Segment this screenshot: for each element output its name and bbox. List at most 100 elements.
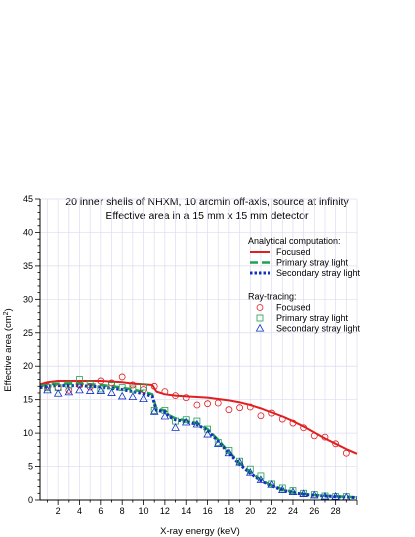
x-tick-label: 22 <box>267 506 277 516</box>
point-focused <box>332 440 340 448</box>
point-focused <box>97 377 105 385</box>
point-primary-stray-light <box>182 416 190 424</box>
y-axis-label: Effective area (cm2) <box>3 308 15 391</box>
point-secondary-stray-light <box>75 385 84 394</box>
x-tick-label: 26 <box>309 506 319 516</box>
point-secondary-stray-light <box>85 386 95 394</box>
point-secondary-stray-light <box>256 475 266 483</box>
y-axis-label-end: ) <box>3 308 14 311</box>
x-tick-label: 2 <box>56 506 61 516</box>
point-focused <box>289 419 297 427</box>
y-tick-label: 30 <box>23 294 33 304</box>
line-secondary-stray-light <box>39 384 358 500</box>
point-focused <box>65 386 73 394</box>
legend-label-primary-stray-light: Primary stray light <box>276 258 349 268</box>
x-tick-label: 8 <box>120 506 125 516</box>
point-secondary-stray-light <box>96 386 106 394</box>
legend-label-focused: Focused <box>276 247 311 257</box>
point-secondary-stray-light <box>181 417 191 426</box>
x-tick-label: 28 <box>331 506 341 516</box>
legend-swatch-primary-stray-light <box>256 314 264 322</box>
x-tick-label: 24 <box>288 506 298 516</box>
point-secondary-stray-light <box>160 411 170 420</box>
point-primary-stray-light <box>140 383 147 391</box>
y-tick-label: 25 <box>23 328 33 338</box>
point-focused <box>214 399 222 407</box>
point-secondary-stray-light <box>192 419 202 428</box>
point-secondary-stray-light <box>299 489 308 497</box>
point-primary-stray-light <box>278 484 286 492</box>
point-primary-stray-light <box>193 417 201 425</box>
point-secondary-stray-light <box>43 385 52 394</box>
x-tick-label: 20 <box>245 506 255 516</box>
y-tick-label: 5 <box>28 462 33 472</box>
x-tick-label: 4 <box>77 506 82 516</box>
y-tick-label: 0 <box>28 495 33 505</box>
point-focused <box>321 433 329 441</box>
point-primary-stray-light <box>44 384 51 392</box>
point-focused <box>182 394 190 402</box>
point-primary-stray-light <box>97 385 105 393</box>
legend-title-0: Analytical computation: <box>248 236 341 246</box>
point-focused <box>236 404 243 412</box>
point-focused <box>300 424 308 432</box>
point-secondary-stray-light <box>245 467 255 476</box>
series-analytical-computation-secondary-stray-light <box>39 384 358 500</box>
y-tick-label: 35 <box>23 261 33 271</box>
point-secondary-stray-light <box>278 485 287 493</box>
y-tick-label: 15 <box>23 395 33 405</box>
y-tick-label: 10 <box>23 428 33 438</box>
point-secondary-stray-light <box>171 423 180 431</box>
x-tick-label: 16 <box>203 506 213 516</box>
series-analytical-computation-primary-stray-light <box>39 382 358 499</box>
legend-label-primary-stray-light: Primary stray light <box>276 313 349 323</box>
legend-label-secondary-stray-light: Secondary stray light <box>276 268 361 278</box>
point-focused <box>129 381 137 389</box>
point-secondary-stray-light <box>267 479 276 488</box>
point-secondary-stray-light <box>149 407 159 415</box>
point-secondary-stray-light <box>139 394 148 402</box>
point-secondary-stray-light <box>213 439 223 447</box>
point-secondary-stray-light <box>331 492 340 500</box>
y-tick-label: 45 <box>23 194 33 204</box>
legend-title-1: Ray-tracing: <box>248 292 297 302</box>
point-focused <box>310 432 318 440</box>
x-tick-label: 14 <box>181 506 191 516</box>
point-primary-stray-light <box>204 425 211 433</box>
line-primary-stray-light <box>39 382 358 499</box>
point-secondary-stray-light <box>320 492 330 500</box>
point-primary-stray-light <box>129 385 137 393</box>
point-focused <box>268 409 276 417</box>
point-secondary-stray-light <box>128 392 138 400</box>
point-secondary-stray-light <box>117 391 127 400</box>
point-focused <box>193 401 201 409</box>
legend-label-secondary-stray-light: Secondary stray light <box>276 324 361 334</box>
point-secondary-stray-light <box>235 457 244 466</box>
x-tick-label: 18 <box>224 506 234 516</box>
point-secondary-stray-light <box>310 490 319 499</box>
point-focused <box>342 449 350 457</box>
point-focused <box>204 400 211 408</box>
point-secondary-stray-light <box>224 448 234 457</box>
point-focused <box>172 392 179 400</box>
legend-swatch-secondary-stray-light <box>255 323 265 332</box>
y-axis-label-sup: 2 <box>3 311 10 315</box>
series-layer <box>39 373 358 501</box>
point-primary-stray-light <box>118 384 126 392</box>
y-tick-label: 20 <box>23 361 33 371</box>
point-focused <box>161 388 169 396</box>
point-focused <box>76 381 83 389</box>
legend-label-focused: Focused <box>276 303 311 313</box>
y-axis-label-main: Effective area (cm <box>3 315 14 391</box>
point-focused <box>225 406 233 414</box>
point-primary-stray-light <box>257 472 265 480</box>
point-primary-stray-light <box>225 447 233 454</box>
point-focused <box>118 373 126 381</box>
point-focused <box>278 415 286 423</box>
point-secondary-stray-light <box>288 487 298 495</box>
point-focused <box>246 403 254 411</box>
point-focused <box>150 382 158 390</box>
